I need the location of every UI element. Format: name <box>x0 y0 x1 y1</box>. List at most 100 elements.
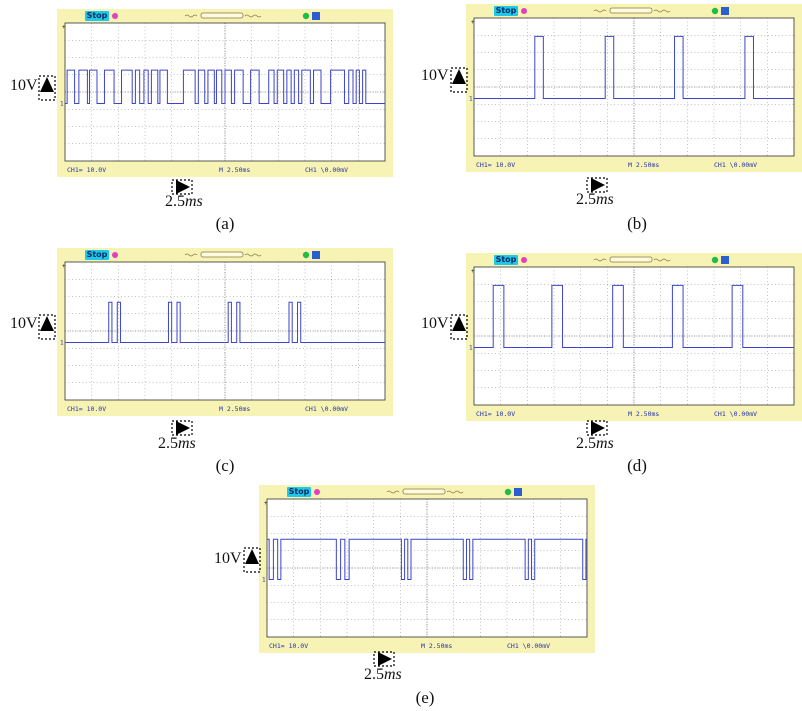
scope-panel-d: 1 + CH1= 10.0V M 2.50ms CH1 \0.00mV Stop <box>466 253 802 421</box>
usb-icon <box>302 12 310 20</box>
volt-scale-label-c: 10V <box>10 315 38 332</box>
stop-status-badge: Stop <box>494 255 518 265</box>
scope-screen: 1 + CH1= 10.0V M 2.50ms CH1 \0.00mV <box>60 12 386 174</box>
scope-center-axes <box>474 267 794 405</box>
usb-icon <box>711 7 719 15</box>
storage-icon <box>721 256 729 264</box>
caption-a: (a) <box>215 214 235 233</box>
ch1-waveform-trace <box>65 301 385 343</box>
probe-icon <box>521 8 527 14</box>
time-scale-arrow-d <box>586 420 608 436</box>
time-scale-arrow-e <box>373 651 395 667</box>
probe-icon <box>521 257 527 263</box>
stop-status-badge: Stop <box>85 11 109 21</box>
probe-icon <box>314 489 320 495</box>
ch1-waveform-trace <box>474 35 794 99</box>
volt-scale-label-e: 10V <box>214 550 242 567</box>
time-scale-label-a: 2.5ms <box>165 193 203 210</box>
ch1-volts-readout: CH1= 10.0V <box>476 410 515 418</box>
scope-panel-a: 1 + CH1= 10.0V M 2.50ms CH1 \0.00mV Stop <box>57 9 393 177</box>
ch1-ground-marker: 1 <box>60 340 64 347</box>
timebase-readout: M 2.50ms <box>219 166 250 174</box>
trigger-level-readout: CH1 \0.00mV <box>507 642 550 650</box>
ch1-volts-readout: CH1= 10.0V <box>476 161 515 169</box>
caption-d: (d) <box>627 456 647 475</box>
stop-status-badge: Stop <box>494 6 518 16</box>
trigger-level-readout: CH1 \0.00mV <box>305 405 348 413</box>
time-scale-label-c: 2.5ms <box>158 435 196 452</box>
ch1-waveform-trace <box>267 538 587 580</box>
time-scale-arrow-c <box>171 420 193 436</box>
stop-status-badge: Stop <box>85 250 109 260</box>
timebase-readout: M 2.50ms <box>219 405 250 413</box>
trigger-wave-icon <box>386 490 464 494</box>
volt-scale-label-a: 10V <box>10 77 38 94</box>
ch1-ground-marker: 1 <box>469 96 473 103</box>
scope-panel-c: 1 + CH1= 10.0V M 2.50ms CH1 \0.00mV Stop <box>57 248 393 416</box>
trigger-wave-icon <box>184 253 262 257</box>
caption-c: (c) <box>215 456 235 475</box>
ch1-waveform-trace <box>474 284 794 348</box>
scope-center-axes <box>65 262 385 400</box>
scope-center-axes <box>267 499 587 637</box>
scope-gridlines <box>65 262 385 400</box>
scope-screen: 1 + CH1= 10.0V M 2.50ms CH1 \0.00mV <box>60 251 386 413</box>
trigger-wave-icon <box>184 14 262 18</box>
usb-icon <box>504 488 512 496</box>
storage-icon <box>312 251 320 259</box>
volt-scale-label-b: 10V <box>421 67 449 84</box>
trigger-wave-icon <box>593 9 671 13</box>
scope-panel-e: 1 + CH1= 10.0V M 2.50ms CH1 \0.00mV Stop <box>259 485 595 653</box>
volt-scale-arrow-b <box>450 67 468 93</box>
ch1-ground-marker: 1 <box>469 345 473 352</box>
time-scale-label-e: 2.5ms <box>364 666 402 683</box>
volt-scale-arrow-a <box>38 75 56 101</box>
trigger-marker: + <box>62 24 66 31</box>
scope-screen: 1 + CH1= 10.0V M 2.50ms CH1 \0.00mV <box>262 488 588 650</box>
trigger-position-bar <box>402 488 446 495</box>
volt-scale-arrow-e <box>243 547 261 573</box>
ch1-volts-readout: CH1= 10.0V <box>67 166 106 174</box>
volt-scale-arrow-d <box>450 314 468 340</box>
trigger-marker: + <box>471 19 475 26</box>
scope-panel-b: 1 + CH1= 10.0V M 2.50ms CH1 \0.00mV Stop <box>466 4 802 172</box>
volt-scale-label-d: 10V <box>421 315 449 332</box>
ch1-ground-marker: 1 <box>60 101 64 108</box>
caption-e: (e) <box>415 688 435 707</box>
time-scale-arrow-b <box>586 177 608 193</box>
time-scale-label-d: 2.5ms <box>576 435 614 452</box>
ch1-waveform-trace <box>65 69 385 104</box>
trigger-position-bar <box>200 251 244 258</box>
ch1-volts-readout: CH1= 10.0V <box>269 642 308 650</box>
timebase-readout: M 2.50ms <box>421 642 452 650</box>
ch1-volts-readout: CH1= 10.0V <box>67 405 106 413</box>
stop-status-badge: Stop <box>287 487 311 497</box>
caption-b: (b) <box>627 214 647 233</box>
trigger-marker: + <box>471 268 475 275</box>
trigger-position-bar <box>609 7 653 14</box>
usb-icon <box>711 256 719 264</box>
timebase-readout: M 2.50ms <box>628 410 659 418</box>
trigger-position-bar <box>609 256 653 263</box>
volt-scale-arrow-c <box>38 314 56 340</box>
storage-icon <box>312 12 320 20</box>
scope-gridlines <box>474 267 794 405</box>
scope-screen: 1 + CH1= 10.0V M 2.50ms CH1 \0.00mV <box>469 7 795 169</box>
trigger-level-readout: CH1 \0.00mV <box>305 166 348 174</box>
time-scale-label-b: 2.5ms <box>576 191 614 208</box>
probe-icon <box>112 13 118 19</box>
trigger-wave-icon <box>593 258 671 262</box>
ch1-ground-marker: 1 <box>262 577 266 584</box>
storage-icon <box>721 7 729 15</box>
probe-icon <box>112 252 118 258</box>
trigger-level-readout: CH1 \0.00mV <box>714 161 757 169</box>
timebase-readout: M 2.50ms <box>628 161 659 169</box>
trigger-level-readout: CH1 \0.00mV <box>714 410 757 418</box>
trigger-position-bar <box>200 12 244 19</box>
usb-icon <box>302 251 310 259</box>
scope-screen: 1 + CH1= 10.0V M 2.50ms CH1 \0.00mV <box>469 256 795 418</box>
trigger-marker: + <box>264 500 268 507</box>
storage-icon <box>514 488 522 496</box>
trigger-marker: + <box>62 263 66 270</box>
time-scale-arrow-a <box>171 179 193 195</box>
